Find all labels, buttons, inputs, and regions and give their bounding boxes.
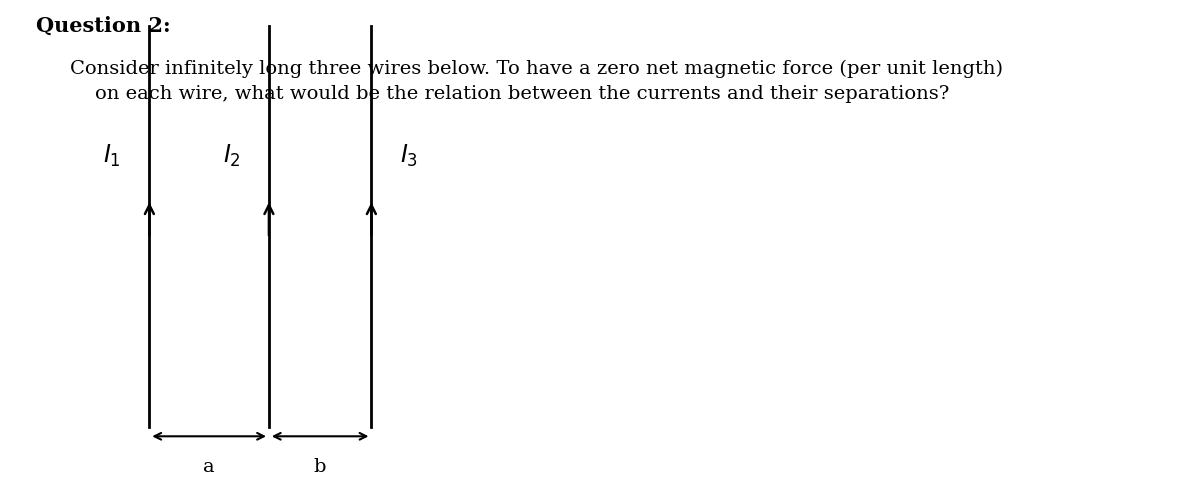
Text: a: a: [203, 458, 215, 476]
Text: Question 2:: Question 2:: [36, 16, 170, 36]
Text: $\mathit{I_2}$: $\mathit{I_2}$: [223, 143, 240, 169]
Text: $\mathit{I_1}$: $\mathit{I_1}$: [103, 143, 121, 169]
Text: $\mathit{I_3}$: $\mathit{I_3}$: [400, 143, 418, 169]
Text: b: b: [314, 458, 326, 476]
Text: Consider infinitely long three wires below. To have a zero net magnetic force (p: Consider infinitely long three wires bel…: [70, 59, 1003, 103]
